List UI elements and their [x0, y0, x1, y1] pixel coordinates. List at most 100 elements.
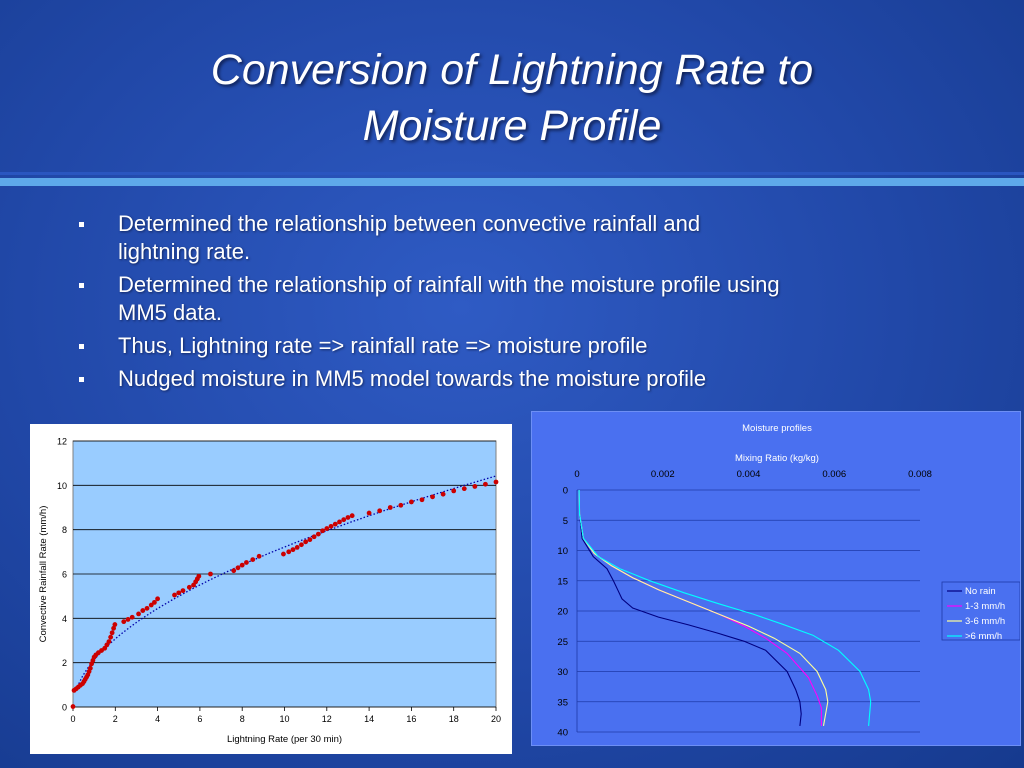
data-point: [231, 568, 237, 574]
legend-entry: >6 mm/h: [965, 631, 1002, 642]
data-point: [111, 625, 117, 631]
y-tick-label: 8: [62, 525, 67, 535]
x-tick-label: 14: [364, 714, 374, 724]
bullet-list: Determined the relationship between conv…: [76, 210, 906, 398]
data-point: [250, 557, 256, 562]
data-point: [140, 608, 146, 613]
data-point: [472, 484, 478, 489]
square-bullet-icon: [79, 222, 84, 227]
y-tick-label: 35: [557, 697, 568, 708]
slide-title: Conversion of Lightning Rate to Moisture…: [0, 42, 1024, 154]
square-bullet-icon: [79, 344, 84, 349]
legend: No rain 1-3 mm/h 3-6 mm/h >6 mm/h: [941, 581, 1020, 642]
y-tick-label: 10: [57, 481, 67, 491]
y-tick-label: 0: [563, 486, 568, 497]
y-tick-label: 40: [557, 728, 568, 739]
legend-entry: No rain: [965, 586, 996, 597]
data-point: [315, 531, 321, 537]
profile-line: [578, 489, 822, 726]
data-point: [294, 545, 300, 550]
data-point: [311, 534, 317, 540]
y-tick-label: 10: [557, 546, 568, 557]
slide-title-line-1: Conversion of Lightning Rate to: [210, 46, 814, 94]
x-tick-label: 10: [279, 714, 289, 724]
rainfall-lightning-chart: 0 2 4 6 8 10 12 0 2 4 6 8 10 12 14 16 18 20 Lightning Rate…: [30, 424, 512, 754]
y-tick-label: 25: [557, 637, 568, 648]
x-axis-label: Lightning Rate (per 30 min): [227, 734, 342, 745]
data-point: [176, 590, 182, 596]
data-point: [235, 565, 241, 571]
x-tick-label: 6: [197, 714, 202, 724]
data-point: [493, 479, 499, 485]
data-point: [320, 528, 325, 534]
data-point: [398, 502, 404, 508]
data-point: [332, 521, 338, 527]
data-point: [324, 526, 330, 531]
bullet-line: lightning rate.: [118, 239, 251, 264]
slide-title-line-2: Moisture Profile: [362, 102, 662, 150]
legend-entry: 3-6 mm/h: [965, 616, 1005, 627]
x-tick-label: 0: [70, 714, 75, 724]
x-tick-label: 12: [322, 714, 332, 724]
data-point: [307, 537, 313, 543]
data-point: [112, 622, 118, 627]
data-point: [328, 523, 334, 529]
y-tick-label: 2: [62, 658, 67, 668]
profile-line: [578, 489, 802, 726]
x-tick-label: 2: [113, 714, 118, 724]
data-point: [483, 481, 488, 487]
y-tick-label: 30: [557, 667, 568, 678]
y-tick-label: 4: [62, 614, 67, 624]
legend-entry: 1-3 mm/h: [965, 601, 1005, 612]
data-point: [290, 547, 296, 553]
x-axis-label: Mixing Ratio (kg/kg): [735, 453, 819, 464]
moisture-profiles-chart-svg: Moisture profiles Mixing Ratio (kg/kg) 0 5 1…: [557, 423, 1020, 739]
data-point: [349, 513, 355, 519]
data-point: [121, 619, 127, 625]
data-point: [419, 497, 425, 503]
data-point: [208, 571, 213, 577]
data-point: [303, 539, 309, 545]
y-tick-label: 15: [557, 576, 568, 587]
x-tick-label: 0.008: [908, 469, 932, 480]
bullet-line: Determined the relationship between conv…: [118, 211, 701, 236]
x-tick-label: 18: [449, 714, 459, 724]
data-point: [152, 599, 157, 605]
data-point: [108, 634, 114, 640]
data-point: [148, 602, 154, 608]
bullet-item: Determined the relationship of rainfall …: [76, 271, 906, 327]
bullet-item: Nudged moisture in MM5 model towards the…: [76, 365, 906, 393]
data-point: [337, 519, 342, 525]
x-tick-label: 0.004: [737, 469, 761, 480]
data-point: [286, 549, 292, 555]
data-point: [345, 515, 351, 520]
square-bullet-icon: [79, 377, 84, 382]
chart-title: Moisture profiles: [742, 423, 812, 434]
x-tick-label: 0: [574, 469, 579, 480]
x-tick-label: 0.006: [822, 469, 846, 480]
y-tick-label: 20: [557, 607, 568, 618]
legend-box: [941, 581, 1020, 641]
bullet-line: Nudged moisture in MM5 model towards the…: [118, 366, 707, 391]
data-point: [87, 665, 93, 671]
data-point: [109, 630, 115, 636]
x-tick-label: 8: [240, 714, 245, 724]
y-tick-label: 12: [57, 437, 67, 447]
square-bullet-icon: [79, 283, 84, 288]
bullet-item: Thus, Lightning rate => rainfall rate =>…: [76, 332, 906, 360]
rainfall-lightning-chart-svg: 0 2 4 6 8 10 12 0 2 4 6 8 10 12 14 16 18 20 Lightning Rate…: [38, 437, 501, 746]
bullet-line: Determined the relationship of rainfall …: [118, 272, 780, 297]
y-tick-label: 0: [62, 703, 67, 713]
moisture-profiles-chart: Moisture profiles Mixing Ratio (kg/kg) 0 5 1…: [531, 411, 1021, 746]
data-point: [136, 611, 141, 617]
x-tick-label: 16: [406, 714, 416, 724]
data-point: [461, 486, 467, 492]
y-tick-label: 5: [563, 516, 568, 527]
data-point: [239, 562, 245, 568]
data-point: [180, 588, 186, 594]
x-tick-label: 4: [155, 714, 160, 724]
data-point: [125, 617, 131, 622]
data-point: [196, 573, 202, 579]
data-point: [377, 508, 383, 514]
data-point: [366, 510, 372, 516]
